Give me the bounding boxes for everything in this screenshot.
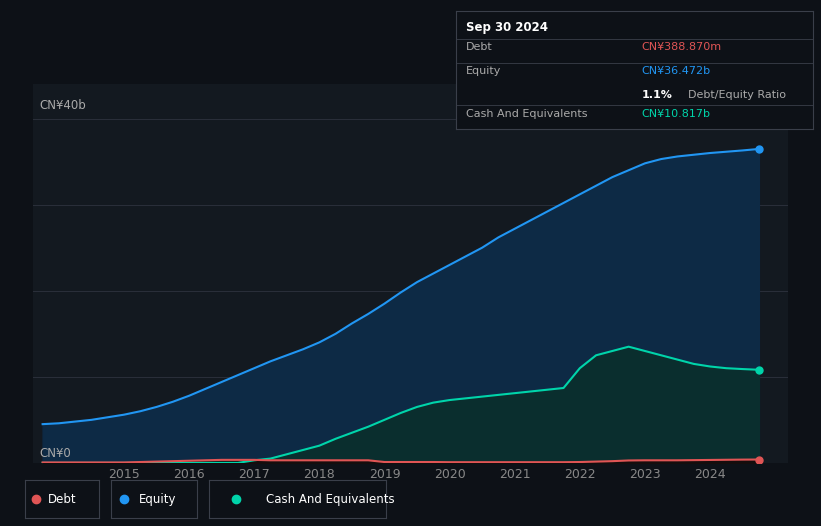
Text: 1.1%: 1.1%: [641, 90, 672, 100]
Text: CN¥388.870m: CN¥388.870m: [641, 43, 722, 53]
Text: CN¥36.472b: CN¥36.472b: [641, 66, 710, 76]
Text: Equity: Equity: [139, 493, 176, 505]
Text: Cash And Equivalents: Cash And Equivalents: [466, 109, 588, 119]
Text: CN¥10.817b: CN¥10.817b: [641, 109, 710, 119]
Text: CN¥40b: CN¥40b: [39, 99, 86, 112]
Text: Debt: Debt: [466, 43, 493, 53]
Text: CN¥0: CN¥0: [39, 447, 71, 460]
Text: Cash And Equivalents: Cash And Equivalents: [266, 493, 394, 505]
Text: Sep 30 2024: Sep 30 2024: [466, 21, 548, 34]
Text: Debt/Equity Ratio: Debt/Equity Ratio: [688, 90, 786, 100]
Text: Debt: Debt: [48, 493, 77, 505]
Text: Equity: Equity: [466, 66, 502, 76]
